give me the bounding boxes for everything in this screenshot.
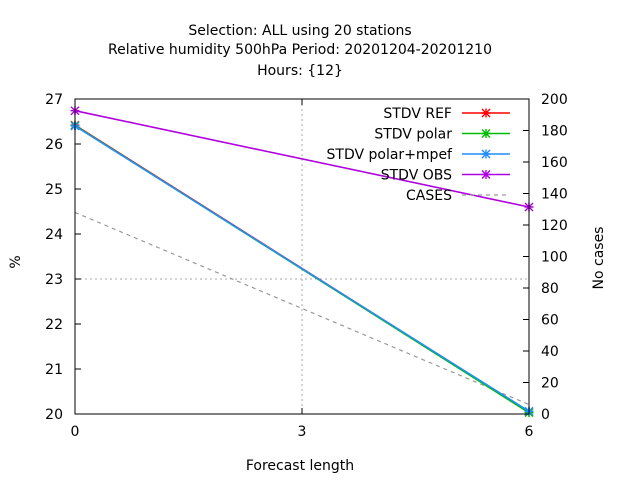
y2-tick-label: 200: [541, 92, 568, 108]
series-line-3: [74, 109, 530, 208]
x-tick-label: 6: [525, 424, 534, 440]
y2-tick-label: 20: [541, 376, 559, 392]
x-axis-label: Forecast length: [246, 458, 354, 474]
legend-label: STDV OBS: [381, 168, 452, 184]
legend-label: STDV REF: [383, 106, 452, 122]
plot-lines: [70, 106, 534, 418]
chart-subtitle-hours: Hours: {12}: [257, 63, 343, 79]
y2-tick-label: 160: [541, 155, 568, 171]
y-tick-labels: 20 21 22 23 24 25 26 27: [45, 92, 63, 423]
legend-marker: [481, 170, 491, 179]
series-line-2: [74, 125, 530, 412]
y2-tick-label: 120: [541, 218, 568, 234]
y-tick-label: 20: [45, 407, 63, 423]
legend-label: STDV polar: [374, 127, 452, 143]
y2-tick-label: 180: [541, 124, 568, 140]
plot-frame: [74, 98, 530, 415]
series-line-4: [74, 211, 530, 406]
y-tick-label: 26: [45, 137, 63, 153]
y-tick-label: 23: [45, 272, 63, 288]
y2-tick-label: 60: [541, 313, 559, 329]
y2-tick-labels: 0 20 40 60 80 100 120 140 160 180 200: [541, 92, 568, 423]
y-tick-label: 27: [45, 92, 63, 108]
grid: [75, 99, 529, 414]
y-tick-label: 22: [45, 317, 63, 333]
legend: STDV REF STDV polar STDV polar+mpef STDV OB…: [327, 106, 510, 204]
y-tick-label: 24: [45, 227, 63, 243]
chart-title: Selection: ALL using 20 stations: [188, 23, 411, 39]
y2-tick-label: 100: [541, 250, 568, 266]
x-tick-labels: 0 3 6: [71, 424, 534, 440]
chart-subtitle: Relative humidity 500hPa Period: 2020120…: [108, 42, 492, 58]
y2-axis-label: No cases: [591, 227, 607, 290]
y2-tick-label: 80: [541, 281, 559, 297]
y-axis-label: %: [8, 255, 24, 268]
legend-label: STDV polar+mpef: [327, 147, 454, 163]
y2-tick-label: 0: [541, 407, 550, 423]
legend-marker: [481, 149, 491, 159]
legend-marker: [481, 129, 491, 138]
y2-tick-label: 40: [541, 344, 559, 360]
x-tick-label: 3: [298, 424, 307, 440]
y2-tick-label: 140: [541, 187, 568, 203]
y-tick-label: 21: [45, 362, 63, 378]
legend-marker: [481, 108, 491, 118]
x-tick-label: 0: [71, 424, 80, 440]
y-tick-label: 25: [45, 182, 63, 198]
legend-label: CASES: [406, 188, 452, 204]
